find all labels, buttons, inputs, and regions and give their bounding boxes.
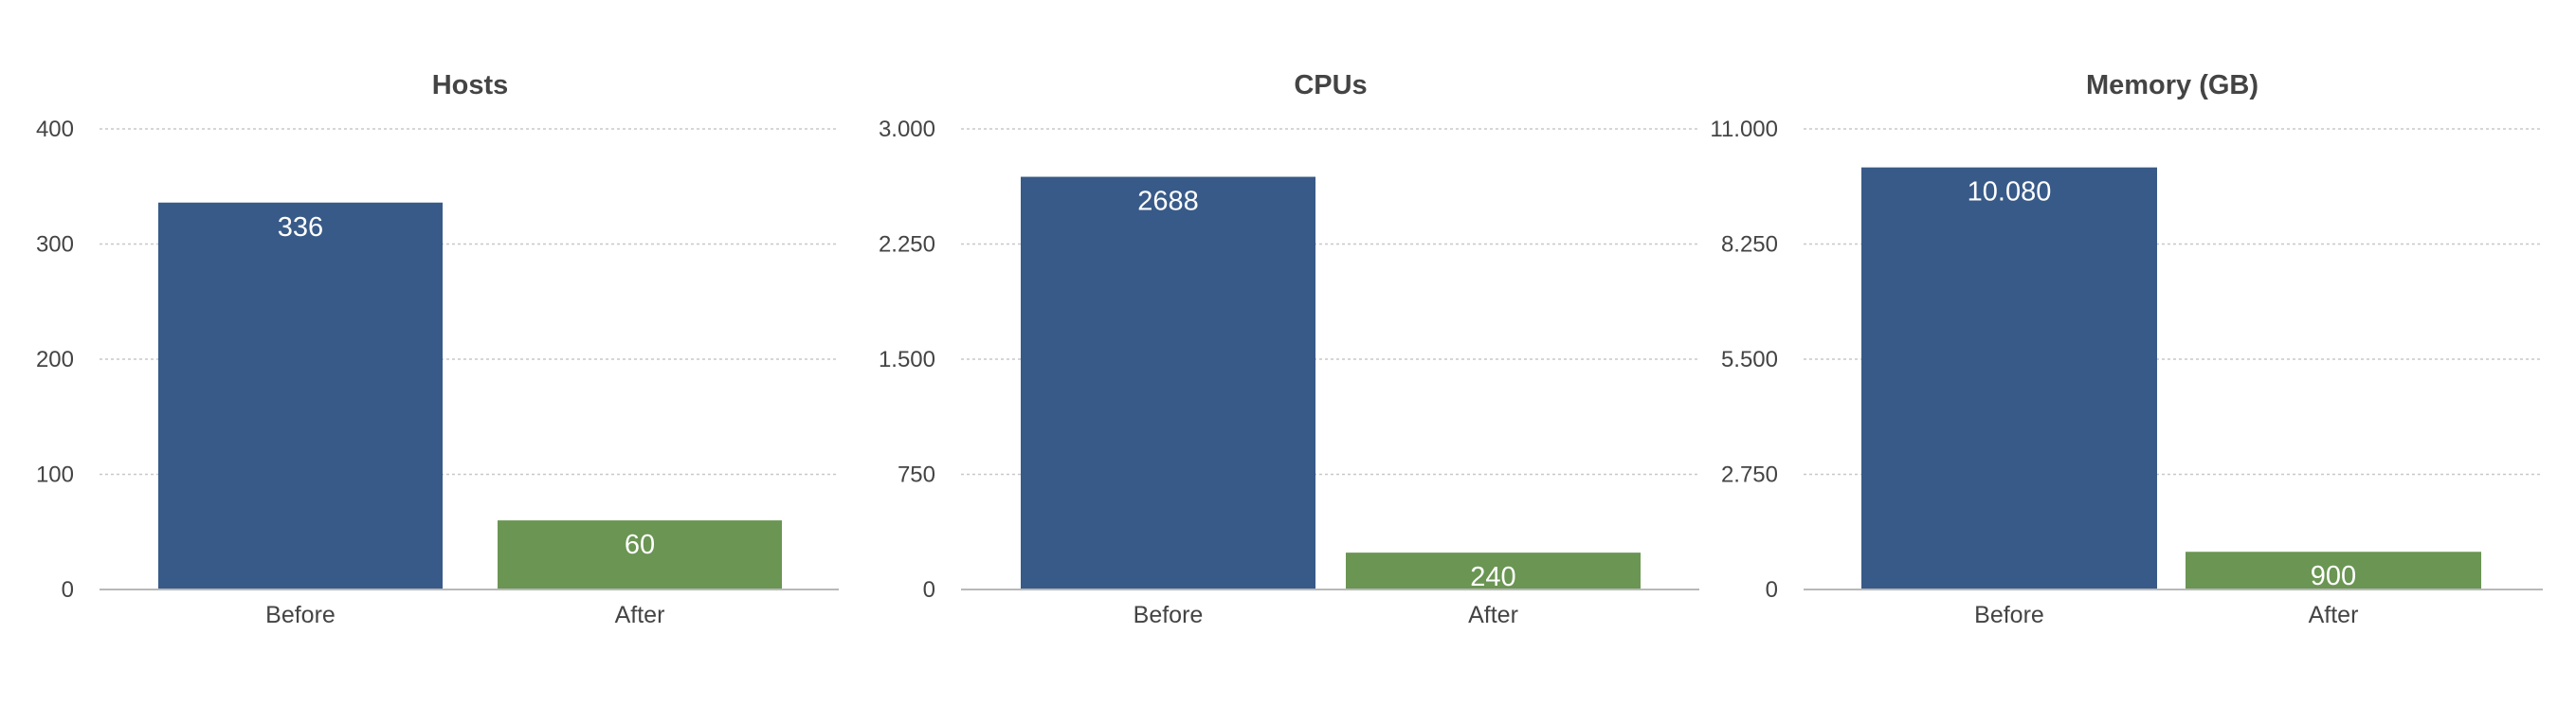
chart-1-title: Hosts bbox=[432, 70, 509, 100]
chart-1-xtick-label: After bbox=[615, 602, 665, 628]
chart-2-title: CPUs bbox=[1294, 70, 1367, 100]
chart-2-bar-after bbox=[1346, 553, 1641, 589]
chart-3-ytick-label: 2.750 bbox=[1721, 462, 1778, 488]
chart-3-ytick-label: 0 bbox=[1766, 577, 1778, 603]
chart-2-bar-before bbox=[1021, 176, 1315, 589]
chart-1-bar-before bbox=[158, 202, 443, 589]
chart-3-data-label-before: 10.080 bbox=[1968, 177, 2052, 208]
chart-2-ytick-label: 750 bbox=[898, 462, 935, 488]
chart-3-bar-before bbox=[1861, 167, 2157, 589]
chart-1-data-label-before: 336 bbox=[278, 212, 323, 243]
chart-2-ytick-label: 3.000 bbox=[879, 117, 935, 142]
chart-3-xtick-label: After bbox=[2309, 602, 2359, 628]
chart-1-ytick-label: 300 bbox=[36, 232, 74, 258]
chart-2-ytick-label: 1.500 bbox=[879, 347, 935, 372]
chart-2-xtick-label: After bbox=[1468, 602, 1518, 628]
chart-2-ytick-label: 2.250 bbox=[879, 232, 935, 258]
chart-2-xtick-label: Before bbox=[1134, 602, 1204, 628]
chart-1-data-label-after: 60 bbox=[625, 530, 655, 560]
chart-1-bar-after bbox=[498, 520, 782, 589]
chart-2-data-label-after: 240 bbox=[1470, 562, 1515, 592]
chart-3-title: Memory (GB) bbox=[2086, 70, 2259, 100]
chart-3-bar-after bbox=[2186, 552, 2481, 589]
chart-1-ytick-label: 200 bbox=[36, 347, 74, 372]
chart-1-ytick-label: 0 bbox=[62, 577, 74, 603]
chart-3-data-label-after: 900 bbox=[2311, 561, 2356, 591]
chart-2-ytick-label: 0 bbox=[923, 577, 935, 603]
chart-3-ytick-label: 5.500 bbox=[1721, 347, 1778, 372]
chart-1-ytick-label: 100 bbox=[36, 462, 74, 488]
chart-3-ytick-label: 11.000 bbox=[1710, 117, 1778, 142]
chart-2-data-label-before: 2688 bbox=[1137, 187, 1199, 217]
chart-1-ytick-label: 400 bbox=[36, 117, 74, 142]
chart-3-ytick-label: 8.250 bbox=[1721, 232, 1778, 258]
chart-1-xtick-label: Before bbox=[265, 602, 336, 628]
chart-3-xtick-label: Before bbox=[1974, 602, 2044, 628]
